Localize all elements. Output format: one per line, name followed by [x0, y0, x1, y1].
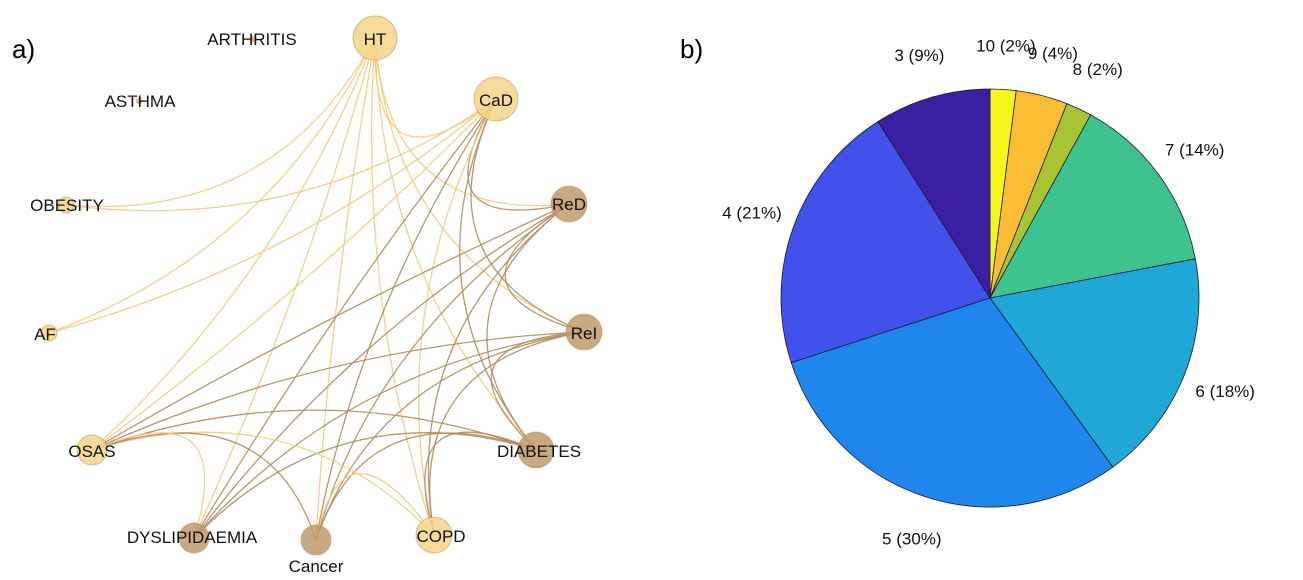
edge-cad-dyslipidaemia — [193, 98, 497, 539]
edge-ht-cancer — [315, 37, 376, 541]
node-label-arthritis: ARTHRITIS — [207, 30, 296, 49]
edge-ht-rei — [374, 37, 585, 333]
edge-copd-osas — [91, 431, 435, 536]
node-cancer — [300, 524, 332, 556]
pie-label-8: 8 (2%) — [1073, 60, 1123, 79]
node-label-cad: CaD — [479, 91, 513, 110]
node-label-asthma: ASTHMA — [105, 92, 177, 111]
edge-dyslipidaemia-osas — [91, 432, 206, 539]
edge-ht-diabetes — [374, 37, 537, 451]
pie-label-4: 4 (21%) — [722, 203, 782, 222]
node-label-af: AF — [34, 325, 56, 344]
edge-rei-diabetes — [490, 331, 585, 451]
node-dyslipidaemia — [178, 522, 210, 554]
edge-cad-osas — [91, 98, 497, 451]
edge-rei-copd — [429, 331, 585, 536]
node-label-rei: ReI — [571, 324, 597, 343]
node-asthma — [136, 98, 142, 104]
node-label-dyslipidaemia: DYSLIPIDAEMIA — [127, 528, 258, 547]
node-obesity — [57, 196, 75, 214]
edge-red-diabetes — [486, 203, 570, 451]
pie-slice-3 — [877, 88, 991, 300]
edge-cad-obesity — [65, 98, 497, 212]
edge-cancer-osas — [91, 432, 317, 541]
edge-cad-copd — [417, 98, 497, 536]
edge-ht-copd — [370, 37, 435, 536]
node-label-red: ReD — [552, 195, 586, 214]
panel-a-label: a) — [12, 34, 35, 64]
pie-label-9: 9 (4%) — [1028, 44, 1078, 63]
pie-label-3: 3 (9%) — [894, 46, 944, 65]
edge-red-dyslipidaemia — [193, 203, 570, 539]
edge-red-cancer — [315, 203, 570, 541]
pie-panel: b) 10 (2%)9 (4%)8 (2%) 7 (14%) 6 (18%) 5 (3… — [680, 34, 1255, 549]
panel-b-label: b) — [680, 34, 703, 64]
node-cad — [473, 76, 519, 122]
edge-cad-red — [467, 98, 570, 211]
edge-ht-osas — [91, 37, 376, 451]
node-label-ht: HT — [364, 30, 387, 49]
network-panel: a) HT CaD ReD ReI DIABETES COPD Cancer DYSLIPID… — [12, 15, 603, 576]
edge-red-copd — [427, 203, 570, 536]
pie-slice-4 — [780, 120, 991, 364]
node-red — [550, 185, 588, 223]
edge-cad-diabetes — [459, 98, 537, 451]
edge-diabetes-copd — [424, 431, 537, 536]
edge-red-osas — [91, 203, 570, 451]
pie-label-5: 5 (30%) — [882, 530, 942, 549]
network-edges — [48, 37, 585, 541]
node-diabetes — [517, 431, 555, 469]
edge-cad-af — [48, 98, 497, 334]
node-label-cancer: Cancer — [289, 557, 344, 576]
edge-ht-af — [48, 37, 376, 334]
edge-diabetes-cancer — [315, 432, 537, 541]
pie-label-7: 7 (14%) — [1165, 140, 1225, 159]
edge-ht-dyslipidaemia — [193, 37, 376, 539]
edge-rei-osas — [91, 331, 585, 451]
edge-ht-obesity — [65, 37, 376, 208]
node-af — [40, 324, 58, 342]
network-nodes: HT CaD ReD ReI DIABETES COPD Cancer DYSLIPIDAEM… — [30, 15, 603, 576]
node-copd — [415, 516, 453, 554]
pie-slice-6 — [989, 258, 1200, 468]
node-label-obesity: OBESITY — [30, 196, 104, 215]
node-ht — [352, 15, 398, 61]
edge-diabetes-dyslipidaemia — [193, 432, 537, 539]
node-arthritis — [251, 36, 257, 42]
pie-slice-labels: 10 (2%)9 (4%)8 (2%) 7 (14%) 6 (18%) 5 (30%)… — [722, 37, 1255, 549]
edge-diabetes-osas — [91, 409, 537, 451]
edge-copd-cancer — [315, 472, 435, 541]
pie-slice-7 — [989, 114, 1196, 299]
node-rei — [565, 313, 603, 351]
node-label-copd: COPD — [416, 527, 465, 546]
pie-label-6: 6 (18%) — [1195, 382, 1255, 401]
edge-ht-red — [374, 37, 570, 207]
pie-label-10: 10 (2%) — [976, 37, 1036, 56]
pie-slice-5 — [790, 297, 1114, 508]
node-label-diabetes: DIABETES — [497, 442, 581, 461]
node-osas — [76, 434, 108, 466]
pie-slices — [780, 88, 1200, 508]
edge-cad-cancer — [315, 98, 497, 541]
edge-rei-dyslipidaemia — [193, 331, 585, 539]
edge-cad-rei — [470, 98, 585, 333]
node-label-osas: OSAS — [68, 442, 115, 461]
edge-rei-cancer — [315, 331, 585, 541]
